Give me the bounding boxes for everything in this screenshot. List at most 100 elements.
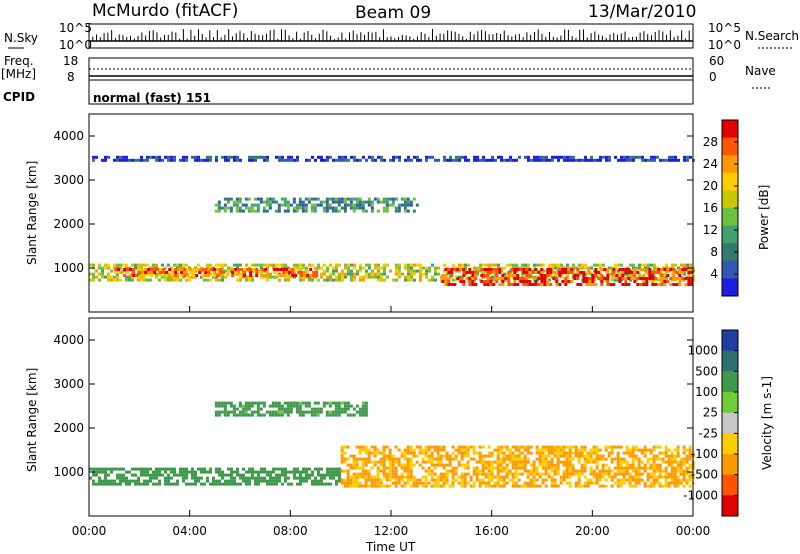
power-cell <box>581 263 584 267</box>
velocity-cell <box>403 466 407 470</box>
power-cell <box>225 274 229 277</box>
power-cell <box>209 278 212 282</box>
velocity-cell <box>496 445 500 449</box>
velocity-cell <box>247 413 251 417</box>
velocity-cell <box>625 463 629 467</box>
velocity-cell <box>224 482 227 486</box>
velocity-cell <box>427 454 431 458</box>
velocity-cell <box>197 479 200 483</box>
power-cell <box>107 266 110 270</box>
power-cell <box>278 278 281 282</box>
velocity-cell <box>415 484 419 488</box>
power-cell <box>266 278 269 282</box>
velocity-cell <box>250 413 254 417</box>
power-cell <box>323 272 326 276</box>
power-cell <box>626 155 629 159</box>
velocity-cell <box>358 407 362 411</box>
power-cell <box>368 155 371 159</box>
power-cell <box>302 272 305 276</box>
velocity-cell <box>385 472 389 476</box>
power-cell <box>189 271 193 274</box>
velocity-cell <box>391 457 395 461</box>
power-cell <box>620 158 623 162</box>
power-cell <box>403 206 407 210</box>
velocity-cell <box>595 463 599 467</box>
power-cell <box>376 197 380 201</box>
power-cell <box>368 272 371 276</box>
power-cell <box>278 155 281 159</box>
power-cell <box>359 275 362 279</box>
velocity-cell <box>640 448 644 452</box>
power-cell <box>332 269 335 273</box>
velocity-cell <box>601 454 605 458</box>
velocity-cell <box>155 470 158 474</box>
power-cell <box>416 263 419 267</box>
power-cell <box>155 158 158 162</box>
velocity-cell <box>170 467 173 471</box>
power-cell <box>231 271 235 274</box>
power-cell <box>311 278 314 282</box>
power-cell <box>295 203 299 207</box>
power-cell <box>415 203 419 207</box>
power-cell <box>479 269 482 273</box>
velocity-cell <box>442 475 446 479</box>
velocity-cell <box>436 484 440 488</box>
power-cell <box>683 155 686 159</box>
velocity-cell <box>616 478 620 482</box>
power-cell <box>221 272 224 276</box>
velocity-cell <box>212 482 215 486</box>
power-cell <box>316 197 320 201</box>
velocity-cell <box>568 460 572 464</box>
velocity-cell <box>451 469 455 473</box>
power-cell <box>265 197 269 201</box>
velocity-cell <box>679 469 683 473</box>
power-cell <box>555 277 559 280</box>
power-cell <box>335 266 338 270</box>
power-cell <box>353 155 356 159</box>
power-cell <box>282 274 286 277</box>
power-cell <box>542 155 545 159</box>
velocity-cell <box>595 445 599 449</box>
velocity-cell <box>550 457 554 461</box>
velocity-cell <box>277 401 281 405</box>
velocity-cell <box>460 475 464 479</box>
power-cell <box>570 271 574 274</box>
velocity-cell <box>370 484 374 488</box>
velocity-cell <box>466 481 470 485</box>
power-cell <box>689 263 692 267</box>
power-cell <box>235 209 239 213</box>
power-cell <box>447 268 451 271</box>
velocity-cell <box>574 445 578 449</box>
velocity-cell <box>622 451 626 455</box>
power-cell <box>410 275 413 279</box>
velocity-cell <box>619 460 623 464</box>
power-cell <box>177 268 181 271</box>
velocity-cell <box>460 454 464 458</box>
velocity-cell <box>260 476 263 480</box>
velocity-cell <box>610 469 614 473</box>
velocity-cell <box>131 467 134 471</box>
velocity-cell <box>104 467 107 471</box>
velocity-cell <box>331 401 335 405</box>
velocity-cell <box>236 482 239 486</box>
power-cell <box>147 268 151 271</box>
power-cell <box>229 206 233 210</box>
velocity-cell <box>427 460 431 464</box>
velocity-cell <box>361 463 365 467</box>
power-cell <box>206 155 209 159</box>
power-cell <box>522 280 526 283</box>
velocity-cell <box>301 413 305 417</box>
power-cell <box>660 277 664 280</box>
power-cell <box>483 280 487 283</box>
velocity-cell <box>682 472 686 476</box>
velocity-cell <box>568 481 572 485</box>
velocity-cell <box>538 475 542 479</box>
velocity-cell <box>604 469 608 473</box>
power-cell <box>528 280 532 283</box>
power-cell <box>461 155 464 159</box>
velocity-cell <box>364 410 368 414</box>
power-cell <box>164 266 167 270</box>
velocity-cell <box>559 478 563 482</box>
velocity-cell <box>92 479 95 483</box>
